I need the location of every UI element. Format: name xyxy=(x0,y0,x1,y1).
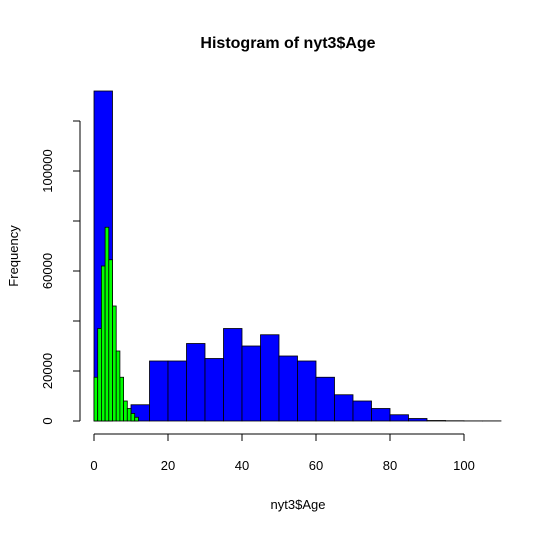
green-bar xyxy=(134,416,139,422)
x-tick-label: 20 xyxy=(161,458,175,473)
blue-bar xyxy=(223,328,243,422)
green-bar xyxy=(104,226,110,422)
green-bar xyxy=(108,259,113,422)
green-bar xyxy=(101,265,106,422)
x-axis-label: nyt3$Age xyxy=(271,497,326,512)
blue-bar xyxy=(204,358,224,422)
blue-bar xyxy=(260,334,280,422)
blue-bar xyxy=(297,360,317,422)
blue-bar xyxy=(371,408,391,422)
blue-bar xyxy=(315,376,335,422)
blue-bar xyxy=(278,355,298,422)
blue-bar xyxy=(241,345,261,422)
x-tick-label: 40 xyxy=(235,458,249,473)
y-tick-label: 60000 xyxy=(40,253,55,289)
blue-bar xyxy=(352,400,372,422)
blue-bar xyxy=(149,360,169,422)
chart-title: Histogram of nyt3$Age xyxy=(200,35,375,52)
y-tick-label: 0 xyxy=(40,417,55,424)
blue-bar xyxy=(167,360,187,422)
blue-bar xyxy=(186,343,206,422)
blue-bar xyxy=(334,394,354,422)
y-tick-label: 100000 xyxy=(40,149,55,192)
x-axis: 0 20 40 60 80 100 xyxy=(90,433,475,473)
green-bar xyxy=(97,328,102,422)
green-bar xyxy=(126,408,132,422)
y-tick-label: 20000 xyxy=(40,353,55,389)
green-bar xyxy=(115,350,121,422)
blue-bar xyxy=(389,414,409,422)
green-bar xyxy=(119,376,125,422)
green-series xyxy=(93,226,139,422)
y-axis: 0 20000 60000 100000 xyxy=(40,120,81,425)
x-tick-label: 0 xyxy=(90,458,97,473)
x-tick-label: 60 xyxy=(309,458,323,473)
green-bar xyxy=(93,376,99,422)
x-tick-label: 80 xyxy=(383,458,397,473)
y-axis-label: Frequency xyxy=(6,225,21,287)
green-bar xyxy=(130,413,136,422)
x-tick-label: 100 xyxy=(453,458,475,473)
blue-bar xyxy=(426,420,446,422)
green-bar xyxy=(112,305,117,422)
green-bar xyxy=(123,400,128,422)
blue-bar xyxy=(408,418,428,422)
